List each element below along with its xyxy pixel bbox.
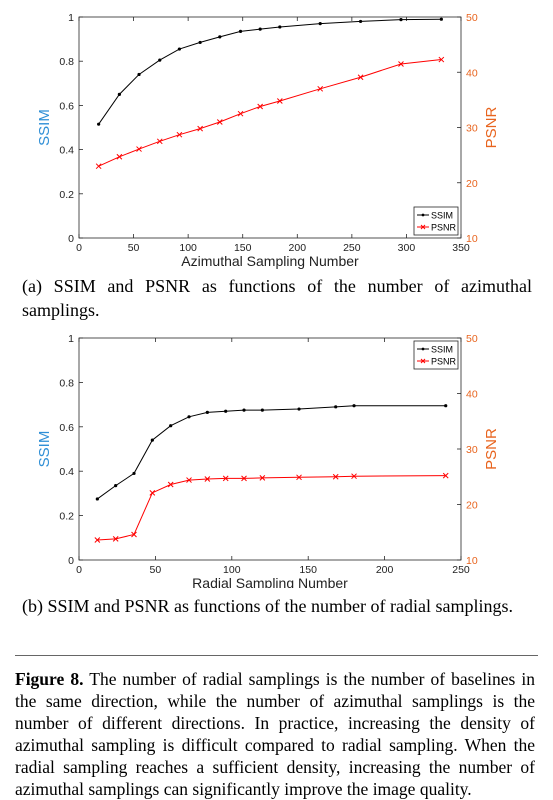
figure-caption-text: The number of radial samplings is the nu… (15, 669, 535, 799)
ssim-point (151, 439, 154, 442)
x-axis-label: Azimuthal Sampling Number (181, 253, 359, 269)
x-tick-label: 50 (128, 242, 140, 254)
ssim-point (261, 409, 264, 412)
y-left-tick-label: 0.4 (59, 466, 74, 478)
legend: SSIM PSNR (414, 341, 458, 369)
y-right-tick-label: 40 (466, 389, 478, 401)
legend-label-ssim: SSIM (431, 345, 453, 355)
chart-radial: 0 50 100 150 200 250 0 0.2 0.4 0.6 0.8 1 10 20 30 40 50 R… (0, 330, 553, 588)
x-tick-label: 0 (76, 564, 82, 576)
y-right-tick-label: 10 (466, 233, 478, 245)
y-left-tick-label: 0.2 (59, 511, 74, 523)
y-left-tick-label: 0.4 (59, 145, 74, 157)
subcaption-b: (b) SSIM and PSNR as functions of the nu… (22, 594, 532, 618)
ssim-point (359, 20, 362, 23)
y-left-tick-label: 0.8 (59, 56, 74, 68)
x-axis-label: Radial Sampling Number (192, 575, 348, 588)
psnr-point (217, 119, 222, 124)
caption-divider (15, 655, 538, 656)
ssim-point (96, 497, 99, 500)
ssim-point (444, 404, 447, 407)
y-left-tick-label: 0.6 (59, 100, 74, 112)
y-left-axis-label: SSIM (36, 109, 53, 146)
y-right-axis-label: PSNR (483, 428, 500, 470)
y-left-tick-label: 0 (68, 233, 74, 245)
chart-radial-svg: 0 50 100 150 200 25000.20.40.60.811020304050R… (0, 330, 553, 588)
y-right-tick-label: 30 (466, 444, 478, 456)
ssim-point (137, 73, 140, 76)
psnr-point (96, 164, 101, 169)
subcaption-a: (a) SSIM and PSNR as functions of the nu… (22, 274, 532, 322)
figure-caption: Figure 8. The number of radial samplings… (15, 668, 535, 800)
ssim-point (218, 35, 221, 38)
ssim-point (199, 41, 202, 44)
legend-marker-ssim (422, 214, 425, 217)
x-tick-label: 300 (398, 242, 416, 254)
ssim-point (297, 407, 300, 410)
y-right-axis-label: PSNR (483, 107, 500, 149)
ssim-point (399, 18, 402, 21)
y-right-tick-label: 10 (466, 555, 478, 567)
y-right-tick-label: 40 (466, 67, 478, 79)
y-left-tick-label: 0.8 (59, 377, 74, 389)
psnr-point (117, 154, 122, 159)
legend: SSIM PSNR (414, 207, 458, 235)
ssim-point (242, 409, 245, 412)
legend-label-psnr: PSNR (431, 357, 457, 367)
psnr-point (137, 147, 142, 152)
ssim-point (97, 123, 100, 126)
psnr-point (150, 490, 155, 495)
y-left-axis-label: SSIM (36, 431, 53, 468)
ssim-point (178, 47, 181, 50)
y-left-tick-label: 1 (68, 12, 74, 24)
chart-azimuthal: 0 50 100 150 200 250 300 350 0 0.2 0.4 0.6 0.8 1 10 20 3… (0, 0, 553, 272)
y-right-tick-label: 20 (466, 500, 478, 512)
ssim-point (440, 18, 443, 21)
ssim-point (114, 484, 117, 487)
series-line-psnr (99, 60, 442, 167)
legend-label-psnr: PSNR (431, 223, 457, 233)
ssim-point (187, 415, 190, 418)
series-line-ssim (99, 19, 442, 124)
ssim-point (158, 58, 161, 61)
y-left-tick-label: 0.6 (59, 422, 74, 434)
x-tick-label: 0 (76, 242, 82, 254)
ssim-point (224, 410, 227, 413)
psnr-point (157, 139, 162, 144)
ssim-point (132, 472, 135, 475)
ssim-point (334, 405, 337, 408)
ssim-point (118, 93, 121, 96)
y-left-tick-label: 0 (68, 555, 74, 567)
ssim-point (278, 25, 281, 28)
y-right-tick-label: 50 (466, 12, 478, 24)
y-right-tick-label: 20 (466, 178, 478, 190)
x-tick-label: 50 (150, 564, 162, 576)
y-right-tick-label: 30 (466, 123, 478, 135)
ssim-point (319, 22, 322, 25)
ssim-point (259, 28, 262, 31)
figure-label: Figure 8. (15, 669, 83, 689)
psnr-point (238, 111, 243, 116)
chart-azimuthal-svg: 0 50 100 150 200 250 300 35000.20.40.60.8110203… (0, 0, 553, 272)
ssim-point (352, 404, 355, 407)
x-tick-label: 200 (376, 564, 394, 576)
y-right-tick-label: 50 (466, 333, 478, 345)
legend-label-ssim: SSIM (431, 211, 453, 221)
series-line-psnr (97, 476, 445, 540)
plot-frame (79, 17, 461, 238)
plot-frame (79, 338, 461, 560)
y-left-tick-label: 0.2 (59, 189, 74, 201)
series-line-ssim (97, 406, 445, 499)
ssim-point (239, 30, 242, 33)
legend-marker-ssim (422, 348, 425, 351)
ssim-point (169, 424, 172, 427)
ssim-point (206, 411, 209, 414)
y-left-tick-label: 1 (68, 333, 74, 345)
